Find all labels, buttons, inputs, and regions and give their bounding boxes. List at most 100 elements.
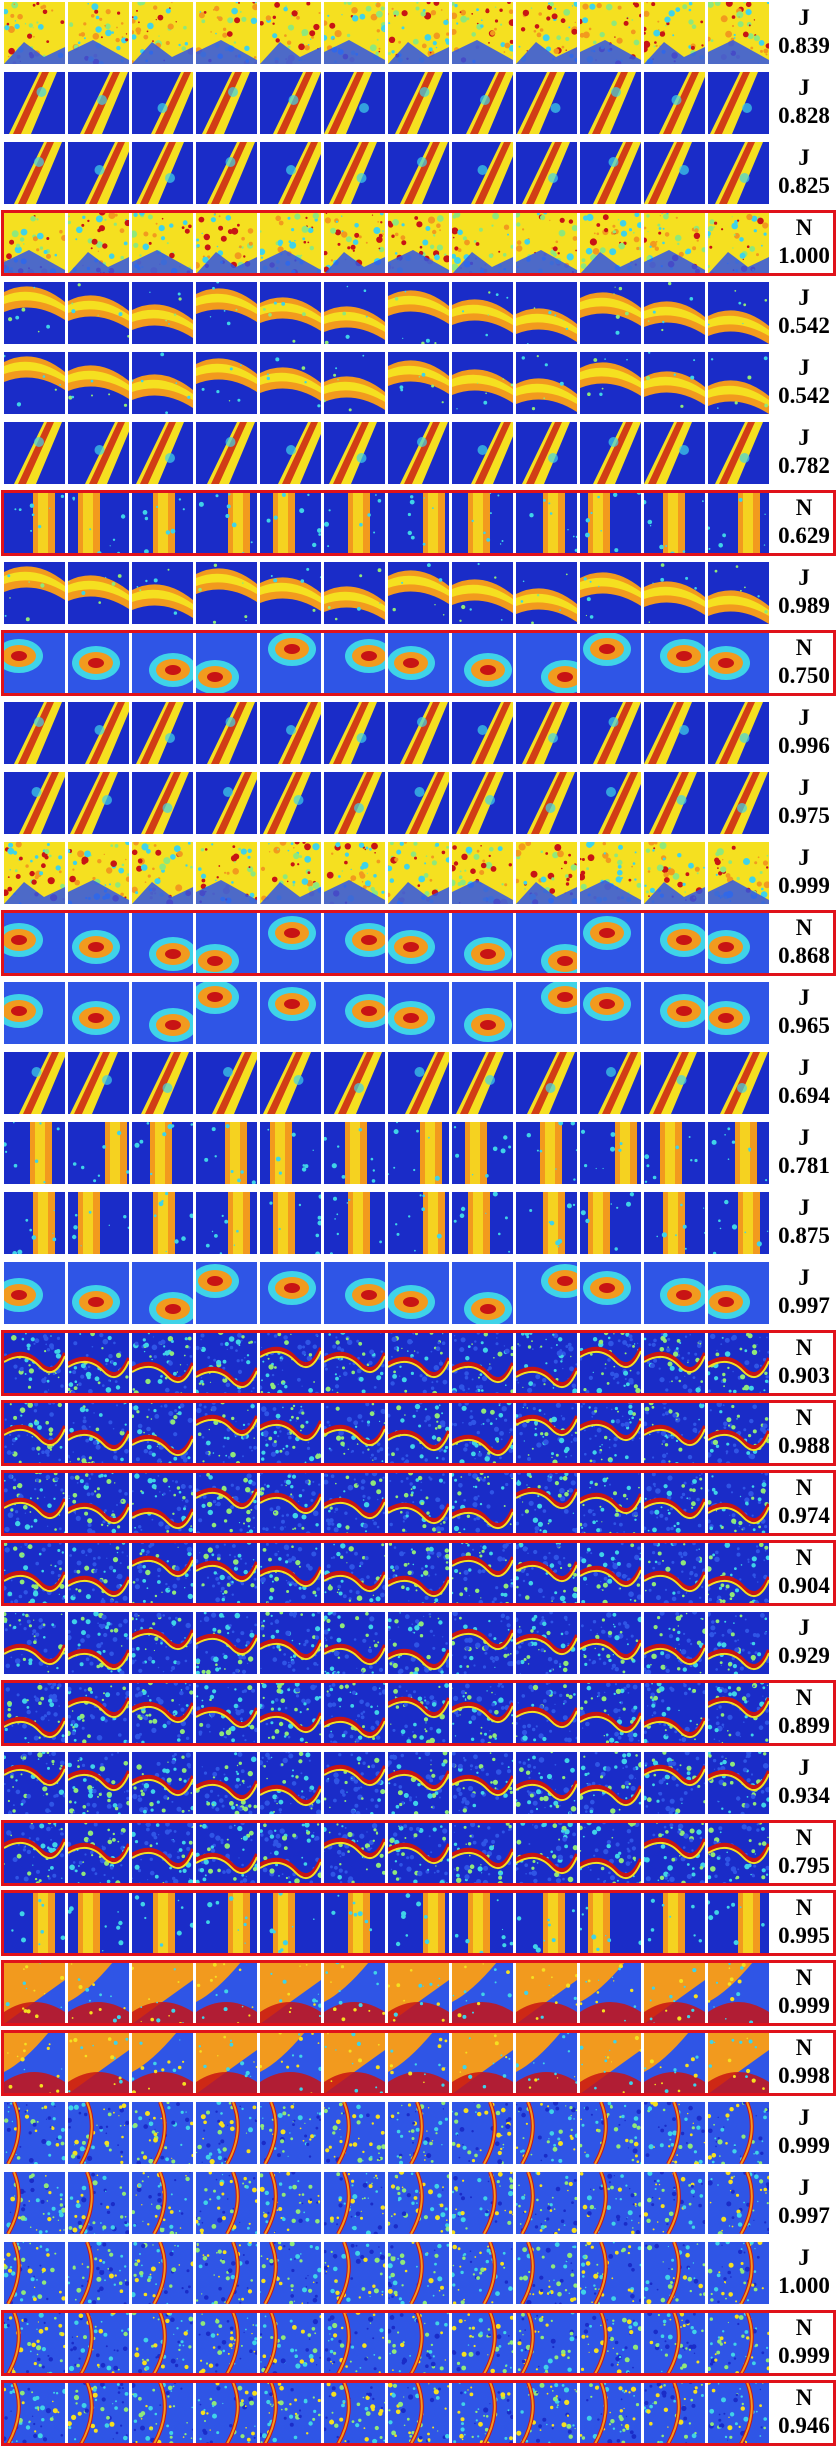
heatmap-tile [324,1892,385,1954]
heatmap-tile-image [68,1262,129,1324]
heatmap-tile-strip [4,632,772,694]
heatmap-tile-image [324,2382,385,2444]
heatmap-tile-image [132,1402,193,1464]
heatmap-tile [4,352,65,414]
heatmap-tile [580,72,641,134]
heatmap-tile-image [452,1052,513,1114]
heatmap-tile-strip [4,1892,772,1954]
heatmap-tile [644,912,705,974]
heatmap-tile-image [68,912,129,974]
heatmap-tile-image [388,2312,449,2374]
heatmap-tile-image [4,632,65,694]
heatmap-tile-image [132,72,193,134]
heatmap-tile-image [132,2102,193,2164]
heatmap-tile [4,2,65,64]
row-score: 0.750 [778,663,830,688]
heatmap-tile [196,702,257,764]
row-class-label: J [798,425,810,450]
heatmap-tile [644,2242,705,2304]
heatmap-row: N 0.629 [0,490,838,556]
heatmap-tile [260,1262,321,1324]
heatmap-tile [644,1472,705,1534]
row-label: N 0.899 [775,1684,833,1744]
heatmap-tile [132,142,193,204]
heatmap-tile [68,772,129,834]
heatmap-tile-strip [4,2,772,64]
heatmap-tile-image [4,1822,65,1884]
heatmap-tile-image [132,632,193,694]
heatmap-tile [516,2172,577,2234]
heatmap-tile-image [708,1682,769,1744]
heatmap-tile [324,2172,385,2234]
heatmap-tile [68,1752,129,1814]
heatmap-tile [260,1192,321,1254]
heatmap-row: J 0.999 [0,2100,838,2166]
heatmap-tile [452,1962,513,2024]
heatmap-tile-image [388,352,449,414]
heatmap-tile [580,1822,641,1884]
heatmap-tile-image [4,2,65,64]
heatmap-tile [452,422,513,484]
heatmap-tile-image [132,422,193,484]
heatmap-tile-image [68,1402,129,1464]
heatmap-tile-image [132,912,193,974]
heatmap-tile-image [196,562,257,624]
row-label: J 0.996 [775,704,833,764]
heatmap-row: J 0.965 [0,980,838,1046]
heatmap-tile-image [388,2172,449,2234]
heatmap-tile-image [68,2382,129,2444]
heatmap-tile-image [708,1332,769,1394]
heatmap-tile [580,562,641,624]
row-class-label: N [795,1335,813,1360]
heatmap-tile-image [580,282,641,344]
heatmap-tile-image [644,772,705,834]
heatmap-tile-image [516,212,577,274]
heatmap-tile-image [4,1332,65,1394]
heatmap-tile [580,1472,641,1534]
row-class-label: J [798,565,810,590]
heatmap-tile-image [196,1192,257,1254]
heatmap-tile [580,1892,641,1954]
heatmap-tile-image [4,212,65,274]
heatmap-tile [452,2032,513,2094]
heatmap-tile [708,1262,769,1324]
heatmap-tile-image [196,282,257,344]
heatmap-tile [4,842,65,904]
heatmap-tile-image [644,492,705,554]
heatmap-tile-image [68,632,129,694]
heatmap-tile [324,632,385,694]
heatmap-tile-image [260,1472,321,1534]
heatmap-tile [132,2172,193,2234]
heatmap-tile [388,282,449,344]
heatmap-tile-image [388,702,449,764]
heatmap-tile-image [260,1542,321,1604]
heatmap-row: J 0.929 [0,1610,838,1676]
heatmap-tile-image [324,142,385,204]
heatmap-tile [324,772,385,834]
heatmap-tile-image [580,492,641,554]
heatmap-tile-image [68,282,129,344]
heatmap-tile-image [324,2032,385,2094]
heatmap-tile [4,1052,65,1114]
heatmap-tile [324,1752,385,1814]
heatmap-tile [68,422,129,484]
heatmap-tile [132,1682,193,1744]
heatmap-tile-image [516,2172,577,2234]
heatmap-tile-image [132,702,193,764]
heatmap-tile-image [132,982,193,1044]
heatmap-tile [516,1262,577,1324]
heatmap-tile [68,492,129,554]
heatmap-tile-image [516,702,577,764]
heatmap-tile [324,1332,385,1394]
heatmap-tile-image [196,492,257,554]
row-class-label: N [795,1545,813,1570]
heatmap-tile [708,1682,769,1744]
heatmap-tile-image [132,1122,193,1184]
heatmap-tile-image [708,1052,769,1114]
row-label: J 0.934 [775,1754,833,1814]
heatmap-tile-image [708,282,769,344]
heatmap-tile [452,702,513,764]
heatmap-tile [68,1192,129,1254]
heatmap-tile-image [68,1822,129,1884]
heatmap-tile-image [196,2382,257,2444]
